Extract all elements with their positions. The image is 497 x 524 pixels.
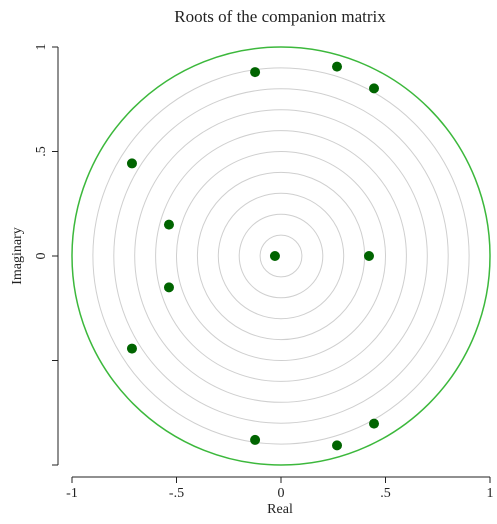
point	[250, 67, 261, 78]
x-tick-label: 1	[487, 486, 494, 501]
x-tick-label: 0	[278, 486, 285, 501]
x-tick-label: -.5	[169, 486, 184, 501]
point	[363, 251, 374, 261]
y-tick-label: 0	[34, 253, 49, 260]
x-tick-label: -1	[66, 486, 78, 501]
point	[163, 219, 174, 230]
unit-circle	[71, 46, 491, 466]
grid-circle	[238, 213, 324, 299]
grid-circle	[196, 171, 366, 341]
y-tick-label: 1	[34, 44, 49, 51]
point	[332, 61, 343, 72]
grid-circle	[217, 192, 345, 320]
point	[163, 282, 174, 293]
x-axis-label: Real	[267, 502, 293, 517]
point	[332, 440, 343, 451]
x-tick-label: .5	[380, 486, 391, 501]
point	[269, 251, 280, 261]
y-axis-label: Imaginary	[10, 227, 25, 285]
point	[369, 418, 380, 429]
chart-title: Roots of the companion matrix	[174, 7, 386, 26]
point	[369, 83, 380, 94]
grid-circle	[92, 67, 470, 445]
grid-circle	[113, 88, 449, 424]
y-tick-label: .5	[34, 146, 49, 157]
grid-circle	[134, 109, 428, 403]
grid-circle	[259, 234, 303, 278]
point	[250, 434, 261, 445]
point	[126, 158, 137, 169]
grid-circle	[155, 130, 407, 382]
grid-circle	[176, 151, 386, 361]
point	[126, 343, 137, 354]
